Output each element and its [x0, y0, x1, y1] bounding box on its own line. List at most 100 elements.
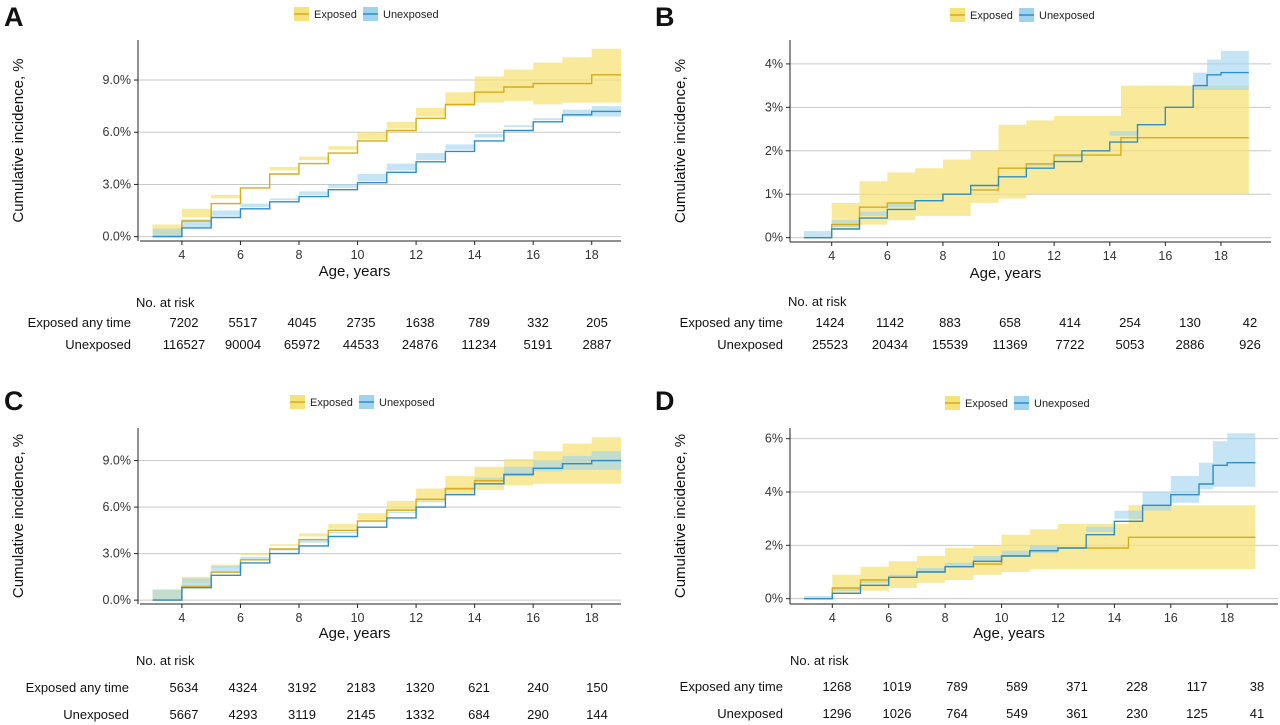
x-tick-label: 18: [1214, 249, 1228, 263]
y-tick-label: 2%: [765, 144, 783, 158]
x-tick-label: 4: [829, 611, 836, 625]
risk-cell: 228: [1126, 679, 1148, 694]
risk-cell: 4293: [229, 707, 258, 722]
panel-letter: A: [4, 2, 24, 32]
panel-letter: B: [655, 2, 675, 32]
y-axis-title: Cumulative incidence, %: [672, 434, 689, 598]
x-tick-label: 14: [468, 248, 482, 262]
risk-table-title: No. at risk: [790, 653, 849, 668]
panel-letter: D: [655, 386, 675, 416]
risk-cell: 205: [586, 315, 608, 330]
legend-label-unexposed: Unexposed: [1039, 10, 1095, 22]
x-tick-label: 16: [1158, 249, 1172, 263]
x-tick-label: 18: [1220, 611, 1234, 625]
x-axis-title: Age, years: [970, 265, 1042, 282]
risk-cell: 5053: [1116, 337, 1145, 352]
x-tick-label: 6: [885, 611, 892, 625]
risk-cell: 926: [1239, 337, 1261, 352]
risk-cell: 7722: [1056, 337, 1085, 352]
y-tick-label: 6.0%: [103, 125, 132, 139]
panel-letter: C: [4, 386, 24, 416]
risk-row-label: Exposed any time: [28, 315, 131, 330]
legend-label-exposed: Exposed: [310, 397, 353, 409]
risk-table-title: No. at risk: [136, 653, 195, 668]
y-tick-label: 3.0%: [103, 547, 132, 561]
risk-cell: 1320: [406, 680, 435, 695]
risk-cell: 25523: [812, 337, 848, 352]
x-tick-label: 12: [1051, 611, 1065, 625]
x-tick-label: 12: [1047, 249, 1061, 263]
y-axis-title: Cumulative incidence, %: [672, 59, 689, 223]
legend-label-unexposed: Unexposed: [379, 397, 435, 409]
confidence-band-unexposed: [152, 451, 621, 601]
x-axis-title: Age, years: [319, 625, 391, 642]
y-tick-label: 3.0%: [103, 177, 132, 191]
x-axis-title: Age, years: [973, 625, 1045, 642]
risk-cell: 589: [1006, 679, 1028, 694]
x-tick-label: 4: [178, 611, 185, 625]
risk-cell: 240: [527, 680, 549, 695]
risk-row-label: Exposed any time: [680, 315, 783, 330]
y-tick-label: 0%: [765, 231, 783, 245]
risk-cell: 2145: [347, 707, 376, 722]
series-line-unexposed: [152, 459, 621, 601]
risk-cell: 3192: [288, 680, 317, 695]
risk-cell: 5667: [170, 707, 199, 722]
risk-table: No. at risk Exposed any time 7202 5517 4045 2…: [28, 295, 612, 352]
risk-cell: 38: [1250, 679, 1264, 694]
risk-cell: 5517: [229, 315, 258, 330]
x-tick-label: 18: [585, 248, 599, 262]
x-tick-label: 8: [939, 249, 946, 263]
x-tick-label: 10: [992, 249, 1006, 263]
risk-cell: 5191: [524, 337, 553, 352]
risk-cell: 684: [468, 707, 490, 722]
legend-label-exposed: Exposed: [314, 9, 357, 21]
risk-cell: 65972: [284, 337, 320, 352]
y-tick-label: 6%: [765, 432, 783, 446]
y-axis-title: Cumulative incidence, %: [10, 434, 27, 598]
risk-row-label: Exposed any time: [26, 680, 129, 695]
risk-cell: 44533: [343, 337, 379, 352]
confidence-band-exposed: [803, 85, 1249, 238]
risk-cell: 11369: [992, 337, 1027, 352]
x-tick-label: 16: [526, 248, 540, 262]
risk-cell: 1296: [823, 706, 852, 721]
risk-table-title: No. at risk: [788, 294, 847, 309]
risk-cell: 361: [1066, 706, 1088, 721]
x-tick-label: 10: [351, 611, 365, 625]
panel-d: D Exposed Unexposed 0% 2% 4% 6% 4 6 8 10 12 14 16 18 Ag…: [655, 386, 1278, 721]
y-tick-label: 3%: [765, 100, 783, 114]
x-tick-label: 14: [1103, 249, 1117, 263]
risk-cell: 42: [1243, 315, 1257, 330]
risk-cell: 789: [468, 315, 490, 330]
x-tick-label: 4: [828, 249, 835, 263]
risk-cell: 150: [586, 680, 608, 695]
risk-table: No. at risk Exposed any time 1424 1142 883 65…: [680, 294, 1261, 352]
confidence-bands: [152, 48, 621, 237]
risk-cell: 130: [1179, 315, 1201, 330]
risk-cell: 4045: [288, 315, 317, 330]
risk-cell: 15539: [932, 337, 968, 352]
confidence-bands: [803, 50, 1249, 238]
y-tick-label: 6.0%: [103, 500, 132, 514]
risk-cell: 230: [1126, 706, 1148, 721]
risk-cell: 2183: [347, 680, 376, 695]
series-line-unexposed: [804, 462, 1256, 600]
y-tick-label: 0.0%: [103, 230, 132, 244]
risk-cell: 789: [946, 679, 968, 694]
x-tick-label: 6: [237, 248, 244, 262]
risk-cell: 332: [527, 315, 549, 330]
legend: Exposed Unexposed: [294, 7, 439, 21]
panel-a: A Exposed Unexposed 0.0% 3.0% 6.0% 9.0% 4 6 8 10 12…: [4, 2, 621, 352]
x-tick-label: 8: [942, 611, 949, 625]
risk-row-label: Unexposed: [717, 706, 783, 721]
risk-cell: 5634: [170, 680, 199, 695]
y-tick-label: 4%: [765, 485, 783, 499]
risk-cell: 117: [1187, 679, 1208, 694]
risk-cell: 1019: [883, 679, 912, 694]
x-tick-label: 8: [296, 611, 303, 625]
risk-row-label: Unexposed: [65, 337, 131, 352]
risk-cell: 371: [1066, 679, 1088, 694]
risk-cell: 2886: [1176, 337, 1205, 352]
